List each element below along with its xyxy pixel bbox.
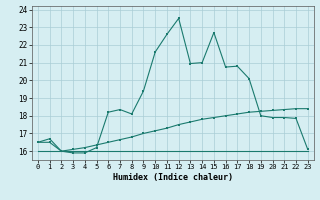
X-axis label: Humidex (Indice chaleur): Humidex (Indice chaleur): [113, 173, 233, 182]
